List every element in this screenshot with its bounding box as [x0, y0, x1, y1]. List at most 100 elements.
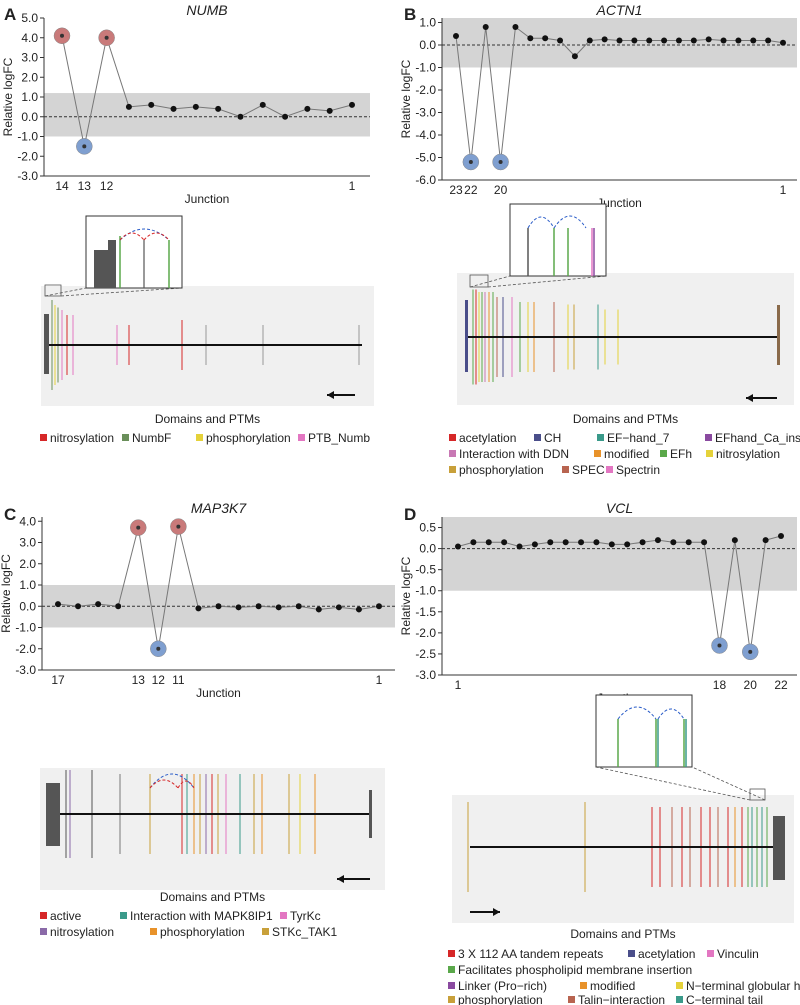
arrow-head	[337, 875, 344, 883]
junction-arc	[553, 215, 587, 229]
data-point	[705, 36, 712, 43]
legend-swatch	[298, 434, 305, 441]
legend-item-label: modified	[604, 447, 649, 461]
data-point	[282, 113, 289, 120]
point-center	[468, 160, 473, 164]
legend-swatch	[707, 950, 714, 957]
data-point	[470, 539, 477, 546]
y-tick-label: -3.0	[15, 663, 36, 677]
y-tick-label: -3.0	[17, 169, 38, 183]
y-tick-label: -6.0	[415, 173, 436, 187]
data-point	[542, 35, 549, 42]
x-tick-label: 20	[494, 183, 508, 197]
legend-swatch	[597, 434, 604, 441]
legend-item-label: nitrosylation	[50, 925, 114, 939]
data-point	[639, 539, 646, 546]
junction-arc	[119, 228, 170, 241]
panel-letter: D	[404, 505, 416, 524]
y-tick-label: -1.0	[15, 621, 36, 635]
legend-item-label: EFhand_Ca_insen	[715, 431, 800, 445]
point-center	[748, 649, 753, 654]
zoom-source	[749, 788, 766, 801]
gene-track-background	[452, 795, 794, 923]
domain-block	[46, 783, 60, 846]
arrow-head	[746, 394, 753, 402]
data-point	[304, 105, 311, 112]
x-tick-label: 1	[455, 678, 462, 692]
point-center	[82, 144, 87, 149]
y-tick-label: -5.0	[415, 151, 436, 165]
data-point	[376, 603, 382, 610]
legend-swatch	[122, 434, 129, 441]
point-center	[717, 643, 722, 648]
data-point	[624, 541, 631, 548]
arrow-head	[327, 391, 334, 399]
x-axis-title: Junction	[196, 686, 241, 700]
y-tick-label: -2.0	[415, 83, 436, 97]
x-tick-label: 12	[100, 179, 114, 193]
legend-item-label: Talin−interaction	[578, 993, 665, 1005]
junction-arc	[657, 708, 685, 720]
y-tick-label: 2.0	[21, 70, 38, 84]
legend-swatch	[606, 466, 613, 473]
panel-A: A NUMB 5.0 4.0 3.0 2.0 1.0 0.0 -1.0 -2.0 -3.0 14 13 1…	[1, 2, 374, 445]
data-point	[720, 37, 727, 44]
data-point	[355, 606, 362, 613]
legend-swatch	[120, 912, 127, 919]
x-tick-label: 1	[349, 179, 356, 193]
legend-item-label: TyrKc	[290, 909, 321, 923]
point-center	[498, 160, 503, 164]
junction-arc	[527, 216, 555, 229]
legend-item-label: EF−hand_7	[607, 431, 670, 445]
data-point	[170, 105, 177, 112]
data-point	[557, 37, 564, 44]
legend-item-label: PTB_Numb	[308, 431, 370, 445]
point-center	[156, 646, 161, 651]
domain-block	[773, 816, 785, 880]
data-point	[690, 37, 697, 44]
data-point	[235, 604, 242, 611]
data-point	[512, 24, 519, 30]
y-tick-label: -1.0	[415, 584, 436, 598]
panel-letter: B	[404, 5, 416, 24]
y-axis-title: Relative logFC	[0, 554, 13, 633]
panel-D: D VCL 0.5 0.0 -0.5 -1.0 -1.5 -2.0 -2.5 -3.0 1 18 20 2…	[399, 500, 800, 1005]
data-point	[601, 36, 608, 43]
y-tick-label: 4.0	[19, 514, 36, 528]
data-point	[295, 603, 302, 610]
legend-item-label: Spectrin	[616, 463, 660, 477]
data-point	[547, 539, 554, 546]
y-tick-label: 0.0	[419, 542, 436, 556]
series-line	[457, 535, 782, 652]
junction-arc	[119, 232, 145, 241]
panel-letter: A	[4, 5, 16, 24]
data-point	[195, 605, 202, 612]
data-point	[215, 603, 222, 610]
y-tick-label: -1.5	[415, 605, 436, 619]
legend-swatch	[705, 434, 712, 441]
x-tick-label: 11	[172, 673, 185, 687]
junction-arc	[149, 779, 179, 789]
data-point	[259, 101, 266, 108]
legend-item-label: 3 X 112 AA tandem repeats	[458, 947, 603, 961]
zoom-source	[44, 284, 62, 297]
data-point	[578, 539, 585, 546]
legend-item-label: CH	[544, 431, 561, 445]
legend-swatch	[676, 982, 683, 989]
gene-title: NUMB	[186, 2, 227, 18]
data-point	[453, 33, 459, 39]
data-point	[516, 543, 523, 550]
legend-item-label: NumbF	[132, 431, 171, 445]
y-tick-label: -2.0	[415, 626, 436, 640]
y-tick-label: -2.0	[17, 149, 38, 163]
legend-title: Domains and PTMs	[155, 412, 260, 426]
legend-swatch	[568, 996, 575, 1003]
y-tick-label: 0.0	[19, 599, 36, 613]
x-tick-label: 22	[774, 678, 788, 692]
x-tick-label: 12	[152, 673, 166, 687]
data-point	[482, 24, 489, 30]
data-point	[192, 103, 199, 110]
y-tick-label: 1.0	[419, 16, 436, 30]
legend-item-label: nitrosylation	[716, 447, 780, 461]
y-tick-label: -3.0	[415, 668, 436, 682]
